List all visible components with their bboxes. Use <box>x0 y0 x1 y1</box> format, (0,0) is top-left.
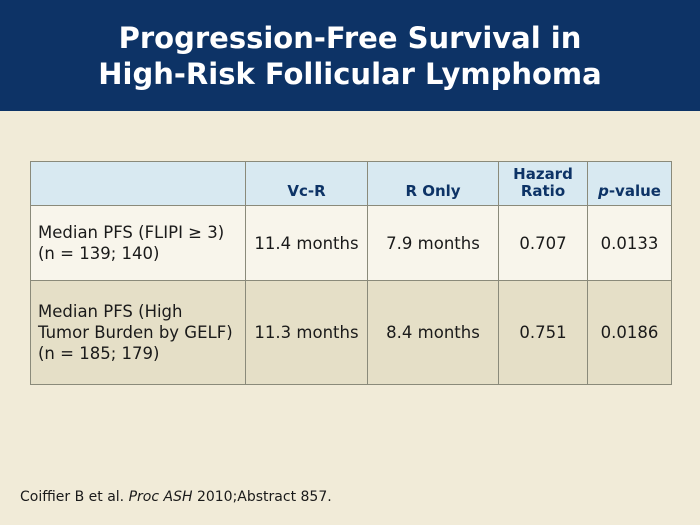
header-p-rest: -value <box>608 182 661 200</box>
row-label-line: (n = 139; 140) <box>38 244 160 263</box>
row-label-line: (n = 185; 179) <box>38 344 160 363</box>
header-p-italic: p <box>598 182 609 200</box>
cell-p-value: 0.0133 <box>587 205 672 281</box>
cell-r-only: 7.9 months <box>367 205 499 281</box>
table-row: Median PFS (High Tumor Burden by GELF) (… <box>30 280 672 385</box>
slide-title-line-2: High-Risk Follicular Lymphoma <box>98 56 602 91</box>
cell-hazard-ratio: 0.751 <box>498 280 588 385</box>
row-label: Median PFS (FLIPI ≥ 3) (n = 139; 140) <box>30 205 246 281</box>
header-p-value: p-value <box>587 161 672 206</box>
cell-r-only: 8.4 months <box>367 280 499 385</box>
cell-hazard-ratio: 0.707 <box>498 205 588 281</box>
slide-title-line-1: Progression-Free Survival in <box>118 20 582 55</box>
header-hazard-ratio: Hazard Ratio <box>498 161 588 206</box>
header-hazard-line-2: Ratio <box>520 182 566 200</box>
row-label-line: Median PFS (High <box>38 302 183 321</box>
citation-journal: Proc ASH <box>128 489 193 505</box>
table-row: Median PFS (FLIPI ≥ 3) (n = 139; 140) 11… <box>30 205 672 281</box>
header-r-only: R Only <box>367 161 499 206</box>
pfs-results-table: Vc-R R Only Hazard Ratio p-value Median … <box>30 161 672 385</box>
table-header-row: Vc-R R Only Hazard Ratio p-value <box>30 161 672 206</box>
title-banner: Progression-Free Survival in High-Risk F… <box>0 0 700 111</box>
header-vcr: Vc-R <box>245 161 368 206</box>
row-label-line: Median PFS (FLIPI ≥ 3) <box>38 223 225 242</box>
cell-vcr: 11.3 months <box>245 280 368 385</box>
row-label-line: Tumor Burden by GELF) <box>38 323 233 342</box>
citation-authors: Coiffier B et al. <box>20 489 125 505</box>
cell-vcr: 11.4 months <box>245 205 368 281</box>
cell-p-value: 0.0186 <box>587 280 672 385</box>
citation-details: 2010;Abstract 857. <box>196 489 332 505</box>
row-label: Median PFS (High Tumor Burden by GELF) (… <box>30 280 246 385</box>
header-hazard-line-1: Hazard <box>513 165 573 183</box>
citation: Coiffier B et al. Proc ASH 2010;Abstract… <box>20 489 332 505</box>
header-label-cell <box>30 161 246 206</box>
